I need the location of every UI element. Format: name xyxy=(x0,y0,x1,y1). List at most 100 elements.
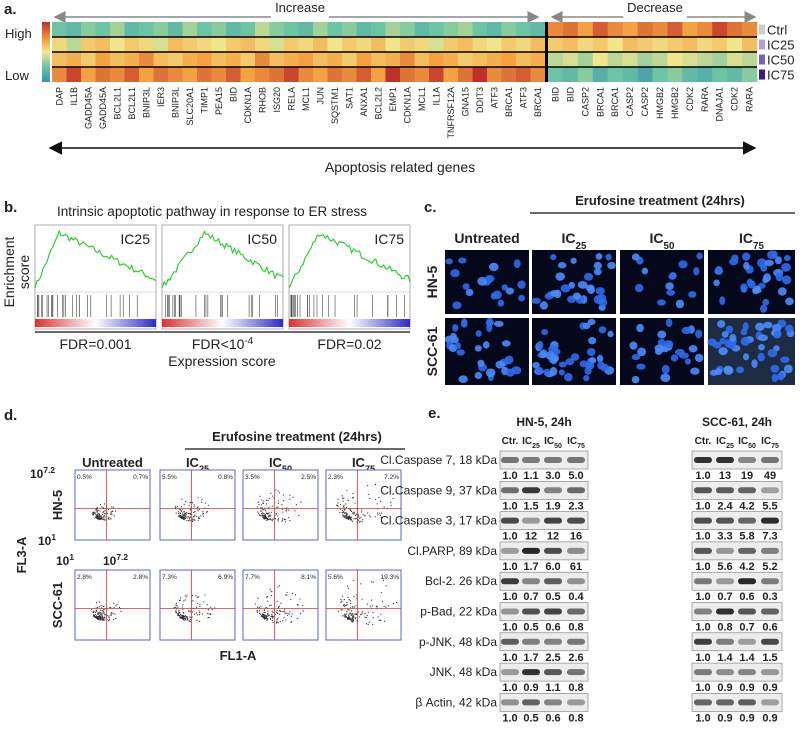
event-dot xyxy=(109,606,111,609)
blot-quantity: 1.5 xyxy=(762,652,777,664)
nucleus xyxy=(484,274,495,283)
heatmap-cell xyxy=(371,67,386,82)
event-dot xyxy=(271,495,274,497)
event-dot xyxy=(344,614,347,616)
event-dot xyxy=(267,499,269,501)
event-dot xyxy=(278,492,281,494)
nucleus xyxy=(781,262,791,272)
event-dot xyxy=(353,606,355,608)
nucleus xyxy=(495,360,506,369)
heatmap-cell xyxy=(548,37,564,52)
event-dot xyxy=(198,516,200,518)
heatmap-cell xyxy=(110,37,125,52)
heatmap-cell xyxy=(501,37,517,52)
heatmap-cell xyxy=(298,37,314,52)
nucleus xyxy=(785,297,794,306)
event-dot xyxy=(104,509,106,512)
event-dot xyxy=(206,511,208,513)
event-dot xyxy=(97,611,99,614)
heatmap-cell xyxy=(81,37,96,52)
event-dot xyxy=(193,516,195,518)
event-dot xyxy=(254,603,256,605)
blot-band xyxy=(694,608,712,615)
nucleus xyxy=(595,253,603,260)
event-dot xyxy=(340,598,342,601)
event-dot xyxy=(348,599,350,601)
event-dot xyxy=(112,618,115,621)
event-dot xyxy=(193,613,196,615)
event-dot xyxy=(100,615,102,617)
nucleus xyxy=(777,372,785,381)
event-dot xyxy=(95,613,97,615)
event-dot xyxy=(392,603,395,605)
event-dot xyxy=(364,613,366,615)
blot xyxy=(691,480,783,500)
nucleus xyxy=(486,323,493,333)
nucleus xyxy=(501,340,511,347)
event-dot xyxy=(179,512,181,514)
nucleus xyxy=(504,355,514,365)
heatmap-cell xyxy=(607,67,623,82)
heatmap-cell xyxy=(298,67,314,82)
event-dot xyxy=(189,512,191,514)
event-dot xyxy=(358,519,360,521)
blot-band xyxy=(567,669,585,676)
event-dot xyxy=(378,496,380,499)
heatmap-cell xyxy=(139,52,154,67)
nucleus xyxy=(660,373,671,382)
event-dot xyxy=(206,604,208,606)
heatmap-cell xyxy=(110,67,125,82)
event-dot xyxy=(197,519,199,521)
gene-label: CDK2 xyxy=(730,87,740,111)
event-dot xyxy=(352,492,354,495)
column-header-main: Untreated xyxy=(454,230,519,246)
heatmap-cell xyxy=(637,67,653,82)
blot-band xyxy=(567,608,585,615)
column-header-sub: 50 xyxy=(664,241,675,252)
event-dot xyxy=(193,506,195,508)
row-label: SCC-61 xyxy=(424,326,440,376)
event-dot xyxy=(370,516,372,518)
heatmap-cell xyxy=(607,52,623,67)
heatmap-cell xyxy=(697,67,713,82)
event-dot xyxy=(100,609,102,611)
event-dot xyxy=(108,618,111,620)
nucleus xyxy=(482,341,490,349)
blot-band xyxy=(694,699,712,706)
heatmap-cell xyxy=(168,22,183,37)
blot-band xyxy=(501,578,519,585)
event-dot xyxy=(342,515,344,517)
event-dot xyxy=(269,604,271,606)
event-dot xyxy=(392,493,394,495)
event-dot xyxy=(380,516,382,518)
event-dot xyxy=(265,513,267,515)
event-dot xyxy=(108,615,110,617)
event-dot xyxy=(343,599,345,601)
nucleus xyxy=(586,347,596,357)
legend-label: IC25 xyxy=(767,38,794,53)
nucleus xyxy=(518,294,526,302)
event-dot xyxy=(96,517,98,519)
event-dot xyxy=(372,581,374,583)
heatmap-cell xyxy=(66,67,82,82)
gene-label: MCL1 xyxy=(301,87,311,111)
event-dot xyxy=(103,503,106,505)
event-dot xyxy=(184,619,187,621)
nucleus xyxy=(695,329,703,339)
event-dot xyxy=(279,613,281,615)
y-tick-sup: 7.2 xyxy=(43,465,55,475)
blot-quantity: 13 xyxy=(719,470,731,482)
fdr-label-main: FDR=0.001 xyxy=(60,336,132,352)
enrichment-curve xyxy=(288,234,411,289)
heatmap-cell xyxy=(327,22,343,37)
event-dot xyxy=(275,489,277,491)
event-dot xyxy=(275,622,278,624)
heatmap-cell xyxy=(637,22,653,37)
blot-quantity: 1.0 xyxy=(502,652,517,664)
heatmap-cell xyxy=(414,22,430,37)
event-dot xyxy=(112,506,114,508)
blot-quantity: 1.0 xyxy=(502,682,517,694)
event-dot xyxy=(204,502,206,504)
blot-quantity: 0.5 xyxy=(523,622,538,634)
event-dot xyxy=(103,518,105,520)
